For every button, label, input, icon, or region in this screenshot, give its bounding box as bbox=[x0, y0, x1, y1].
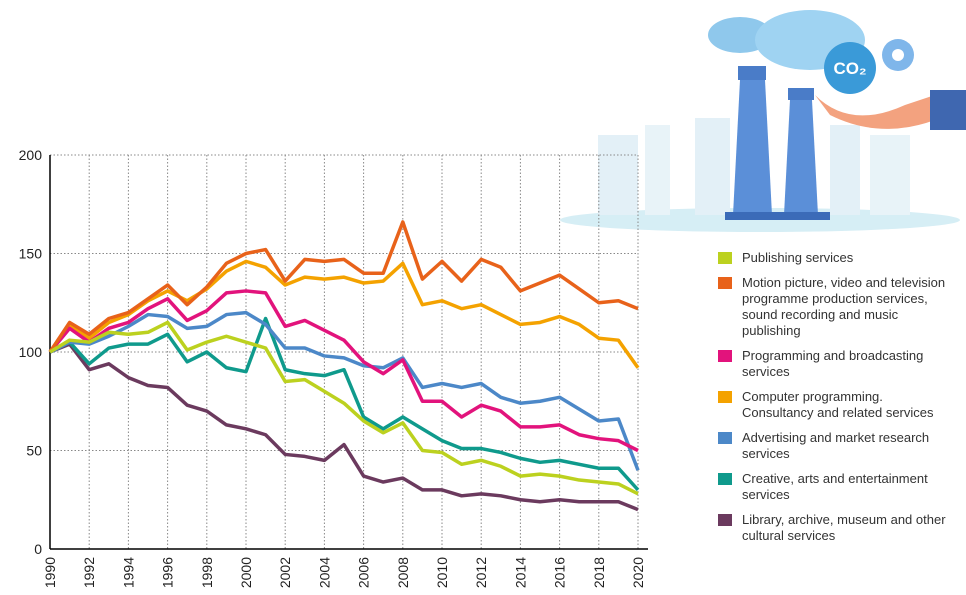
series-line bbox=[49, 320, 639, 496]
legend-label: Library, archive, museum and other cultu… bbox=[742, 512, 946, 543]
series-line bbox=[48, 289, 639, 453]
series-line bbox=[49, 316, 640, 492]
y-tick-label: 0 bbox=[34, 541, 42, 557]
legend-swatch bbox=[718, 252, 732, 264]
illustration: CO₂ bbox=[560, 10, 966, 232]
x-tick-label: 2014 bbox=[512, 557, 528, 588]
x-tick-label: 1998 bbox=[199, 557, 215, 588]
y-tick-label: 200 bbox=[19, 147, 43, 163]
legend-swatch bbox=[718, 473, 732, 485]
legend-label: Publishing services bbox=[742, 250, 854, 265]
series-line bbox=[48, 220, 639, 353]
x-tick-label: 2004 bbox=[316, 557, 332, 588]
series-line bbox=[49, 310, 640, 471]
x-tick-label: 2006 bbox=[356, 557, 372, 588]
legend-swatch bbox=[718, 514, 732, 526]
legend-item: Advertising and market research services bbox=[718, 430, 958, 462]
legend-item: Creative, arts and entertainment service… bbox=[718, 471, 958, 503]
legend-label: Programming and broadcasting services bbox=[742, 348, 924, 379]
series-line bbox=[49, 342, 639, 512]
legend-item: Programming and broadcasting services bbox=[718, 348, 958, 380]
legend-label: Creative, arts and entertainment service… bbox=[742, 471, 928, 502]
legend-label: Advertising and market research services bbox=[742, 430, 930, 461]
x-tick-label: 2012 bbox=[473, 557, 489, 588]
y-tick-label: 50 bbox=[26, 443, 42, 459]
y-tick-label: 150 bbox=[19, 246, 43, 262]
legend: Publishing services Motion picture, video… bbox=[718, 250, 958, 553]
legend-item: Computer programming. Consultancy and re… bbox=[718, 389, 958, 421]
x-tick-label: 2016 bbox=[552, 557, 568, 588]
x-tick-label: 1994 bbox=[120, 557, 136, 588]
x-tick-label: 2020 bbox=[630, 557, 646, 588]
legend-swatch bbox=[718, 432, 732, 444]
legend-item: Library, archive, museum and other cultu… bbox=[718, 512, 958, 544]
legend-item: Motion picture, video and television pro… bbox=[718, 275, 958, 339]
legend-label: Motion picture, video and television pro… bbox=[742, 275, 946, 338]
y-tick-label: 100 bbox=[19, 344, 43, 360]
legend-item: Publishing services bbox=[718, 250, 958, 266]
x-tick-label: 1990 bbox=[42, 557, 58, 588]
co2-label: CO₂ bbox=[833, 59, 866, 78]
x-tick-label: 2008 bbox=[395, 557, 411, 588]
x-tick-label: 1992 bbox=[81, 557, 97, 588]
x-tick-label: 2000 bbox=[238, 557, 254, 588]
x-tick-label: 1996 bbox=[160, 557, 176, 588]
x-tick-label: 2002 bbox=[277, 557, 293, 588]
x-tick-label: 2018 bbox=[591, 557, 607, 588]
legend-swatch bbox=[718, 350, 732, 362]
legend-swatch bbox=[718, 277, 732, 289]
legend-swatch bbox=[718, 391, 732, 403]
legend-label: Computer programming. Consultancy and re… bbox=[742, 389, 934, 420]
x-tick-label: 2010 bbox=[434, 557, 450, 588]
